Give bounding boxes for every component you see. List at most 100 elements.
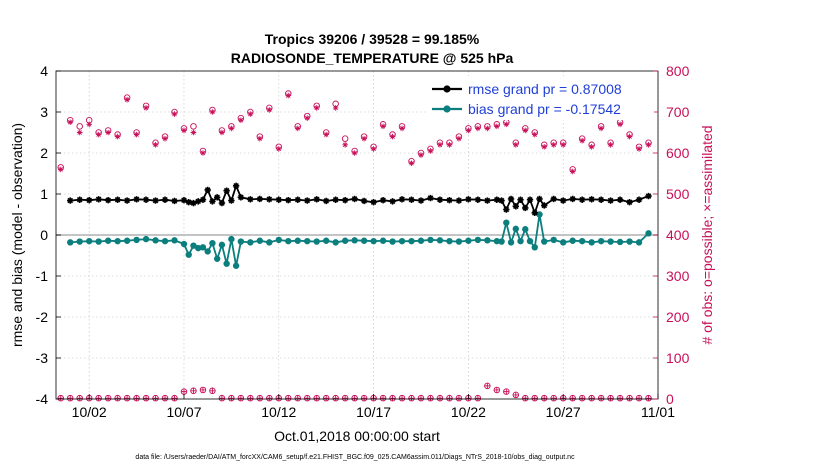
rmse-point [95,196,102,203]
obs-bottom-assimilated-marker [333,395,339,401]
obs-assimilated-marker [427,148,434,154]
rmse-point [607,197,614,204]
obs-bottom-possible-marker [133,394,140,402]
obs-assimilated-marker [342,142,348,148]
rmse-point [322,197,330,205]
rmse-point [455,197,463,204]
obs-assimilated-marker [238,117,244,123]
rmse-point [142,196,150,203]
bias-point [341,237,349,244]
rmse-point [266,196,273,203]
obs-assimilated-marker [257,135,263,142]
obs-assimilated-marker [408,160,415,167]
bias-point [232,262,240,269]
obs-bottom-assimilated-marker [636,395,642,401]
obs-assimilated-marker [446,142,453,148]
obs-assimilated-marker [399,125,405,132]
y-right-tick-label: 300 [666,268,690,284]
obs-bottom-possible-marker [247,394,254,402]
obs-bottom-assimilated-marker [617,395,623,401]
obs-assimilated-marker [114,133,121,140]
rmse-point [370,199,377,206]
rmse-point [180,196,188,204]
bias-point [209,240,216,247]
rmse-point [133,196,140,203]
bias-point [597,237,605,245]
bias-point [228,235,235,243]
obs-bottom-assimilated-marker [361,395,367,401]
obs-bottom-possible-marker [360,394,368,402]
obs-bottom-assimilated-marker [409,395,415,401]
obs-bottom-possible-marker [57,394,64,402]
bias-point [465,237,472,244]
obs-bottom-possible-marker [588,394,595,402]
rmse-point [626,199,633,206]
bias-point [522,226,529,233]
rmse-point [550,195,557,203]
bias-point [95,238,102,245]
obs-bottom-assimilated-marker [399,395,405,401]
obs-bottom-assimilated-marker [172,395,178,401]
obs-bottom-possible-marker [218,394,226,402]
obs-bottom-assimilated-marker [228,395,234,401]
obs-bottom-assimilated-marker [209,388,215,394]
obs-bottom-possible-marker [436,394,444,402]
obs-bottom-assimilated-marker [380,395,386,401]
obs-assimilated-marker [389,133,396,140]
obs-bottom-possible-marker [626,394,633,402]
rmse-point [522,204,529,212]
rmse-point [503,206,510,213]
obs-bottom-possible-marker [209,387,216,395]
obs-bottom-assimilated-marker [295,395,301,401]
rmse-point [379,196,387,204]
obs-bottom-possible-marker [322,394,330,402]
rmse-point [446,196,453,204]
bias-point [526,237,534,245]
y-left-tick-label: -1 [36,268,49,284]
obs-assimilated-marker [465,127,472,134]
bias-point [474,236,482,244]
x-tick-label: 10/27 [546,404,581,420]
obs-bottom-possible-marker [645,394,652,402]
obs-bottom-assimilated-marker [67,395,73,401]
obs-assimilated-marker [143,105,149,111]
bias-point [133,236,140,244]
bias-point [204,248,211,255]
rmse-point [171,197,178,205]
obs-assimilated-marker [171,111,178,117]
y-left-tick-label: 0 [40,227,48,243]
obs-assimilated-marker [209,109,216,115]
obs-assimilated-marker [219,129,225,136]
bias-point [484,237,491,244]
obs-bottom-assimilated-marker [484,383,490,389]
y-right-tick-label: 0 [666,391,674,407]
rmse-point [247,196,254,203]
obs-bottom-assimilated-marker [589,395,595,401]
bias-point [360,237,368,244]
rmse-point [417,197,425,204]
y-left-tick-label: 1 [40,186,48,202]
bias-point [256,237,264,244]
y-right-tick-label: 600 [666,145,690,161]
y-right-tick-label: 200 [666,309,690,325]
obs-bottom-possible-marker [285,394,292,402]
rmse-point [536,195,543,203]
rmse-point [195,198,202,205]
obs-bottom-assimilated-marker [579,395,585,401]
rmse-point [484,197,491,204]
obs-bottom-possible-marker [303,394,311,402]
rmse-point [474,196,482,203]
bias-point [218,241,226,249]
obs-bottom-assimilated-marker [646,395,652,401]
obs-assimilated-marker [105,129,111,136]
rmse-point [237,194,245,201]
obs-assimilated-marker [512,142,519,148]
obs-bottom-possible-marker [123,394,131,402]
bias-point [645,230,652,237]
obs-assimilated-marker [181,127,187,134]
obs-assimilated-marker [484,125,491,132]
legend-bias-marker [443,105,451,113]
obs-bottom-assimilated-marker [437,395,443,401]
obs-possible-marker [341,135,349,142]
obs-assimilated-marker [645,142,652,148]
